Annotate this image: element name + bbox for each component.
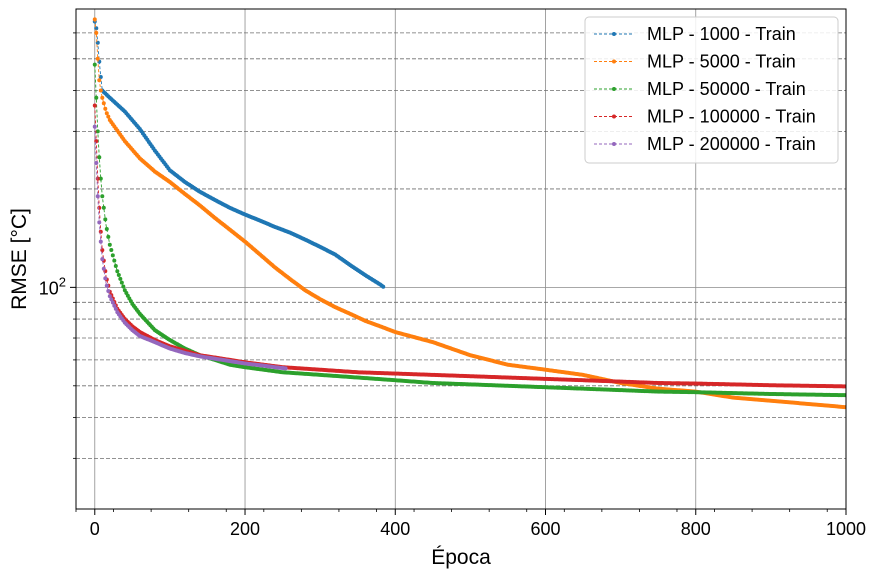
data-point xyxy=(100,95,105,100)
data-point xyxy=(106,288,111,293)
data-point xyxy=(98,74,103,79)
data-point xyxy=(100,194,105,199)
y-tick-label: 102 xyxy=(39,274,66,298)
data-point xyxy=(115,269,120,274)
data-point xyxy=(92,124,97,129)
legend-swatch-marker xyxy=(612,87,616,91)
data-point xyxy=(110,253,115,258)
legend-label: MLP - 50000 - Train xyxy=(647,79,806,99)
x-tick-label: 800 xyxy=(681,519,711,539)
data-point xyxy=(113,306,118,311)
legend-label: MLP - 200000 - Train xyxy=(647,134,816,154)
data-point xyxy=(104,283,109,288)
data-point xyxy=(283,366,288,371)
data-point xyxy=(100,248,105,253)
y-axis-title: RMSE [°C] xyxy=(8,208,31,310)
data-point xyxy=(116,273,121,278)
x-axis-title: Época xyxy=(431,546,491,569)
data-point xyxy=(94,139,99,144)
data-point xyxy=(95,194,100,199)
data-point xyxy=(98,88,103,93)
series-5 xyxy=(92,124,288,371)
series-layer xyxy=(92,17,846,410)
data-point xyxy=(94,30,99,35)
data-point xyxy=(97,220,102,225)
data-point xyxy=(98,176,103,181)
legend-label: MLP - 5000 - Train xyxy=(647,52,796,72)
data-point xyxy=(104,111,109,116)
x-tick-label: 600 xyxy=(530,519,560,539)
x-tick-label: 1000 xyxy=(826,519,866,539)
data-point xyxy=(121,284,126,289)
plot-frame xyxy=(75,8,847,510)
data-point xyxy=(94,95,99,100)
data-point xyxy=(107,294,112,299)
grid xyxy=(76,9,847,509)
data-point xyxy=(103,276,108,281)
data-point xyxy=(95,129,100,134)
data-point xyxy=(97,78,102,83)
data-point xyxy=(118,276,123,281)
data-point xyxy=(112,303,117,308)
data-point xyxy=(107,242,112,247)
data-point xyxy=(100,257,105,262)
data-point xyxy=(109,248,114,253)
data-point xyxy=(101,205,106,210)
legend-swatch-marker xyxy=(612,114,616,119)
x-tick-label: 0 xyxy=(90,519,100,539)
series-1 xyxy=(92,19,386,289)
x-tick-label: 200 xyxy=(230,519,260,539)
legend-swatch-marker xyxy=(612,59,616,64)
data-point xyxy=(92,103,97,108)
data-point xyxy=(92,62,97,67)
data-point xyxy=(101,266,106,271)
series-2 xyxy=(92,17,846,410)
data-point xyxy=(95,176,100,181)
legend-label: MLP - 1000 - Train xyxy=(647,24,796,44)
data-point xyxy=(381,284,386,289)
data-point xyxy=(103,106,108,111)
legend-label: MLP - 100000 - Train xyxy=(647,107,816,127)
data-point xyxy=(104,227,109,232)
data-point xyxy=(97,205,102,210)
data-point xyxy=(98,239,103,244)
legend-box xyxy=(584,16,839,164)
ticks: 0 200 400 600 800 1000 102 xyxy=(39,32,866,539)
data-point xyxy=(119,280,124,285)
x-tick-label: 400 xyxy=(380,519,410,539)
data-point xyxy=(113,263,118,268)
data-point xyxy=(106,114,111,119)
series-3 xyxy=(92,62,846,398)
legend-swatch-marker xyxy=(612,32,616,36)
data-point xyxy=(94,161,99,166)
data-point xyxy=(110,300,115,305)
data-point xyxy=(92,17,97,22)
data-point xyxy=(103,217,108,222)
data-point xyxy=(101,101,106,106)
data-point xyxy=(109,297,114,302)
data-point xyxy=(97,155,102,160)
data-point xyxy=(95,56,100,61)
data-point xyxy=(98,229,103,234)
legend-swatch-marker xyxy=(612,142,616,146)
data-point xyxy=(106,234,111,239)
data-point xyxy=(112,258,117,263)
legend: MLP - 1000 - Train MLP - 5000 - Train MLP … xyxy=(584,16,839,164)
